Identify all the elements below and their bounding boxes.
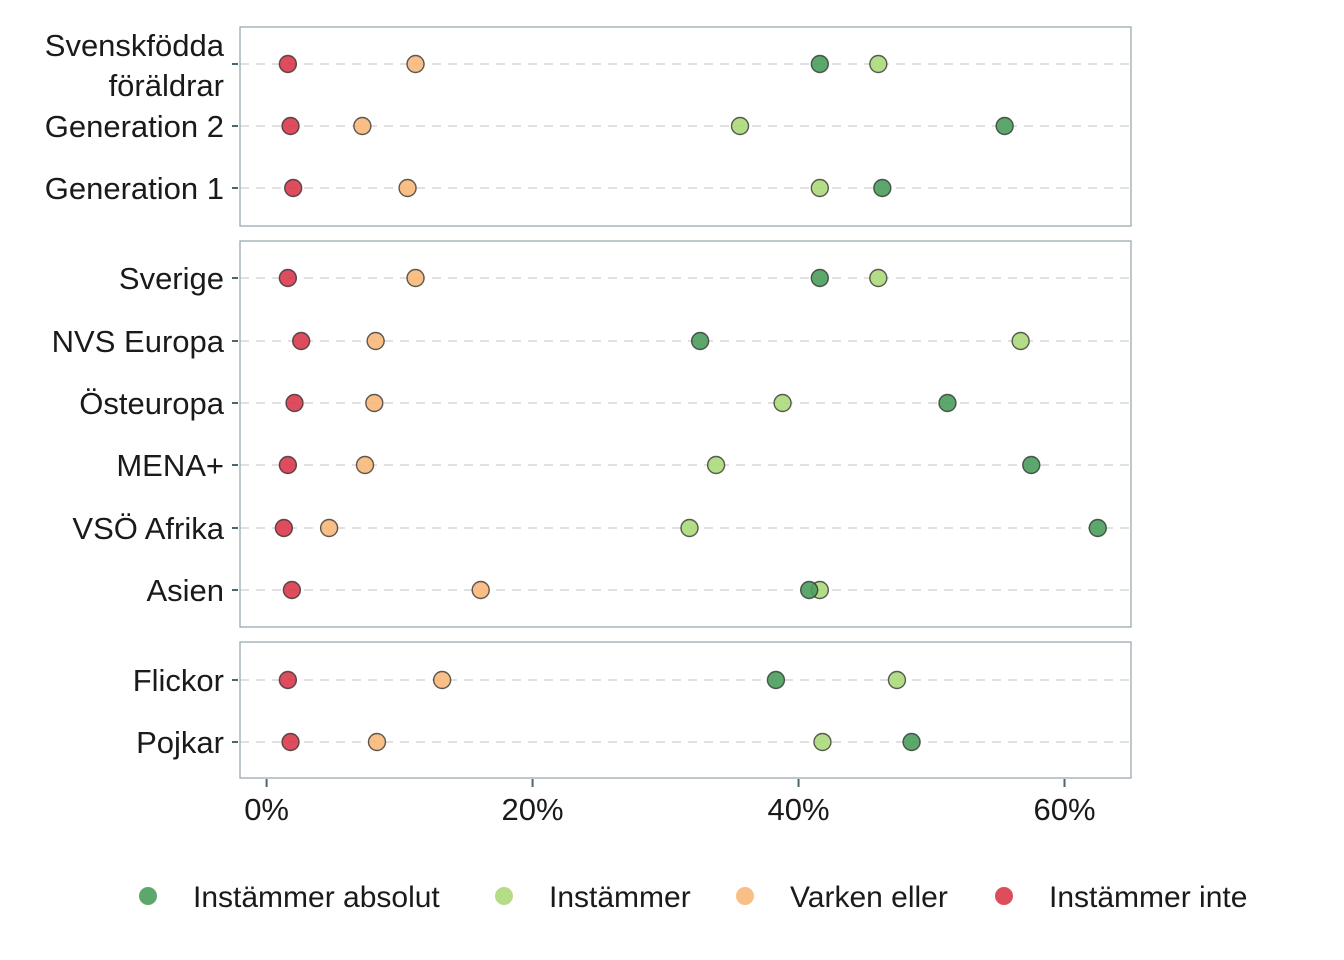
category-label: VSÖ Afrika (72, 511, 224, 546)
data-point (773, 393, 792, 413)
category-label: Generation 2 (45, 109, 224, 144)
category-label: Sverige (119, 261, 224, 296)
data-point (278, 670, 298, 690)
legend: Instämmer absolut Instämmer Varken eller In… (139, 881, 1247, 914)
data-point (810, 54, 830, 74)
x-tick-label: 60% (1033, 792, 1095, 827)
data-point (1088, 518, 1107, 538)
category-label: Svenskfödda föräldrar (45, 28, 225, 103)
x-tick-label: 40% (768, 792, 830, 827)
data-point (690, 331, 710, 351)
data-point (319, 518, 339, 538)
data-point (285, 393, 304, 413)
data-point (281, 116, 300, 136)
data-point (432, 670, 452, 690)
category-label: Flickor (133, 663, 224, 698)
category-label: Pojkar (136, 725, 224, 760)
data-point (406, 54, 425, 74)
data-point (810, 178, 830, 198)
data-point (869, 54, 888, 74)
data-point (353, 116, 372, 136)
data-point (813, 732, 832, 752)
data-point (1011, 331, 1030, 351)
data-point (938, 393, 957, 413)
data-point (278, 268, 298, 288)
x-axis: 0% 20% 40% 60% (244, 779, 1096, 827)
legend-label: Varken eller (790, 881, 948, 914)
data-point (398, 178, 417, 198)
data-point (706, 455, 726, 475)
legend-label: Instämmer absolut (193, 881, 440, 914)
data-point (680, 518, 699, 538)
data-point (873, 178, 892, 198)
data-point (282, 580, 302, 600)
data-point (367, 732, 387, 752)
legend-label: Instämmer inte (1049, 881, 1247, 914)
x-tick-label: 0% (244, 792, 289, 827)
data-point (281, 732, 300, 752)
category-label: MENA+ (116, 448, 224, 483)
category-label: Asien (146, 573, 224, 608)
panel-frame (239, 26, 1132, 227)
data-point (1022, 455, 1041, 475)
legend-swatch (495, 887, 513, 905)
data-point (799, 580, 819, 600)
legend-swatch (995, 887, 1013, 905)
data-point (291, 331, 311, 351)
data-point (869, 268, 888, 288)
legend-swatch (139, 887, 157, 905)
data-point (730, 116, 750, 136)
data-point (406, 268, 425, 288)
panel-3: Flickor Pojkar (133, 641, 1132, 779)
data-point (278, 455, 298, 475)
data-point (365, 393, 384, 413)
panel-frame (239, 240, 1132, 628)
data-point (355, 455, 375, 475)
data-point (902, 732, 921, 752)
category-label: NVS Europa (52, 324, 225, 359)
panel-frame (239, 641, 1132, 779)
data-point (278, 54, 298, 74)
data-point (274, 518, 294, 538)
data-point (471, 580, 490, 600)
panel-1: Svenskfödda föräldrar Generation 2 Generati… (45, 26, 1132, 227)
legend-swatch (736, 887, 754, 905)
category-label: Generation 1 (45, 171, 224, 206)
category-label: Östeuropa (79, 386, 225, 421)
x-tick-label: 20% (502, 792, 564, 827)
data-point (283, 178, 303, 198)
data-point (887, 670, 907, 690)
legend-label: Instämmer (549, 881, 691, 914)
data-point (810, 268, 830, 288)
data-point (995, 116, 1014, 136)
data-point (366, 331, 385, 351)
data-point (766, 670, 786, 690)
panel-2: Sverige NVS Europa Östeuropa MENA+ VSÖ Afrik… (52, 240, 1132, 628)
